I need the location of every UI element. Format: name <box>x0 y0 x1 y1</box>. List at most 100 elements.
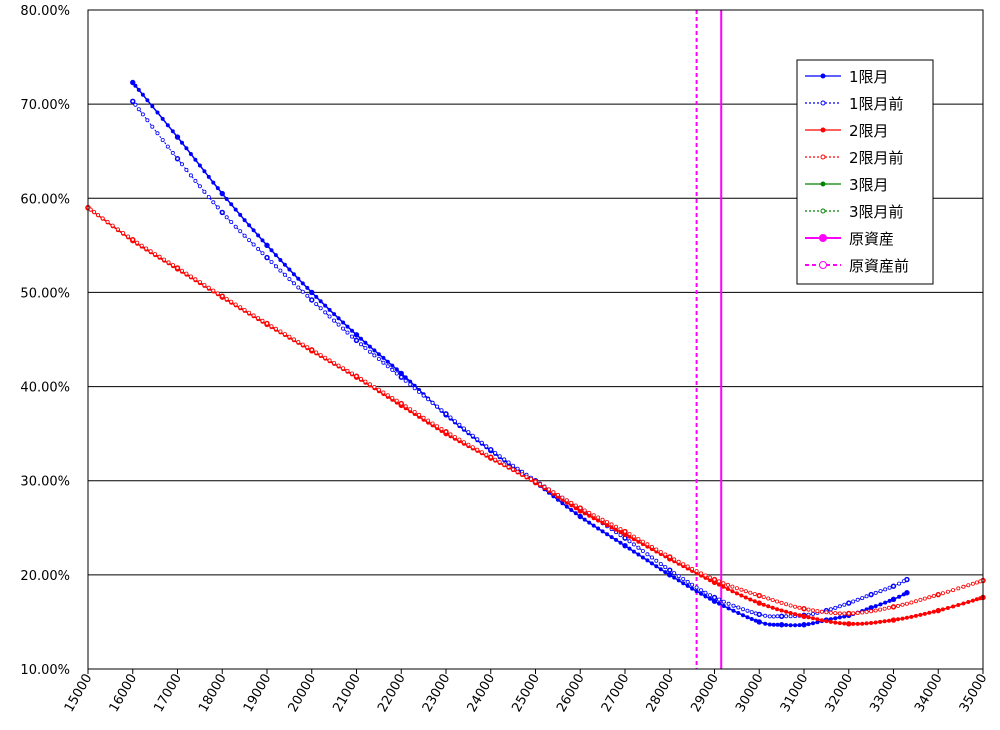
series-marker <box>904 615 909 620</box>
series-marker <box>663 570 668 575</box>
series-marker <box>229 219 234 224</box>
series-marker <box>860 621 865 626</box>
series-marker <box>775 607 780 612</box>
series-marker <box>349 334 354 339</box>
series-marker <box>569 507 574 512</box>
series-marker <box>636 552 641 557</box>
series-marker <box>770 598 775 603</box>
series-marker <box>851 599 856 604</box>
series-marker <box>215 186 220 191</box>
series-marker <box>175 135 180 140</box>
series-marker <box>685 583 690 588</box>
series-marker <box>100 216 105 221</box>
x-tick-label: 22000 <box>375 672 409 715</box>
series-marker <box>439 408 444 413</box>
series-marker <box>837 615 842 620</box>
legend-label: 2限月 <box>849 122 889 140</box>
series-marker <box>631 534 636 539</box>
series-marker <box>88 207 93 212</box>
series-marker <box>363 379 368 384</box>
series-marker <box>506 464 511 469</box>
series-marker <box>372 348 377 353</box>
y-tick-label: 70.00% <box>20 98 70 113</box>
series-marker <box>452 419 457 424</box>
series-marker <box>448 415 453 420</box>
series-marker <box>721 604 726 609</box>
series-marker <box>672 575 677 580</box>
series-marker <box>636 537 641 542</box>
series-marker <box>278 268 283 273</box>
series-marker <box>349 328 354 333</box>
series-marker <box>672 557 677 562</box>
series-marker <box>882 619 887 624</box>
series-marker <box>614 537 619 542</box>
series-marker <box>506 460 511 465</box>
series-marker <box>703 590 708 595</box>
x-tick-label: 30000 <box>733 672 767 715</box>
series-marker <box>224 196 229 201</box>
series-marker <box>238 305 243 310</box>
series-marker <box>430 421 435 426</box>
series-marker <box>904 590 909 595</box>
series-marker <box>600 529 605 534</box>
series-marker <box>130 80 135 85</box>
series-marker <box>582 517 587 522</box>
series-marker <box>897 581 902 586</box>
x-tick-label: 23000 <box>420 672 454 715</box>
series-marker <box>162 257 167 262</box>
series-marker <box>587 510 592 515</box>
series-marker <box>757 593 762 598</box>
series-marker <box>390 367 395 372</box>
series-marker <box>327 314 332 319</box>
series-marker <box>649 561 654 566</box>
series-marker <box>731 608 736 613</box>
series-marker <box>860 596 865 601</box>
series-marker <box>605 532 610 537</box>
series-marker <box>166 260 171 265</box>
x-axis-ticks: 15000 16000 17000 18000 19000 20000 21000 22000… <box>62 669 990 715</box>
series-marker <box>318 299 323 304</box>
series-marker <box>775 599 780 604</box>
series-marker <box>833 616 838 621</box>
series-marker <box>784 614 789 619</box>
series-marker <box>667 555 672 560</box>
series-marker <box>336 363 341 368</box>
series-marker <box>130 237 135 242</box>
series-marker <box>806 607 811 612</box>
series-marker <box>215 291 220 296</box>
series-marker <box>435 424 440 429</box>
series-marker <box>779 608 784 613</box>
series-marker <box>115 227 120 232</box>
series-marker <box>649 544 654 549</box>
series-marker <box>140 112 145 117</box>
series-marker <box>904 601 909 606</box>
legend-swatch-marker <box>820 154 826 160</box>
series-marker <box>524 474 529 479</box>
series-marker <box>712 577 717 582</box>
series-marker <box>833 611 838 616</box>
series-marker <box>736 611 741 616</box>
series-marker <box>851 621 856 626</box>
series-marker <box>614 524 619 529</box>
series-marker <box>883 600 888 605</box>
series-marker <box>300 289 305 294</box>
series-marker <box>358 336 363 341</box>
x-tick-label: 27000 <box>599 672 633 715</box>
series-marker <box>484 444 489 449</box>
series-marker <box>372 384 377 389</box>
series-marker <box>815 617 820 622</box>
series-marker <box>945 606 950 611</box>
series-marker <box>430 400 435 405</box>
series-marker <box>784 602 789 607</box>
series-marker <box>466 430 471 435</box>
series-marker <box>305 293 310 298</box>
series-marker <box>188 274 193 279</box>
series-marker <box>399 401 404 406</box>
series-marker <box>897 594 902 599</box>
series-marker <box>901 592 906 597</box>
x-tick-label: 19000 <box>241 672 275 715</box>
series-marker <box>105 219 110 224</box>
series-marker <box>206 195 211 200</box>
series-marker <box>145 98 150 103</box>
series-marker <box>725 582 730 587</box>
